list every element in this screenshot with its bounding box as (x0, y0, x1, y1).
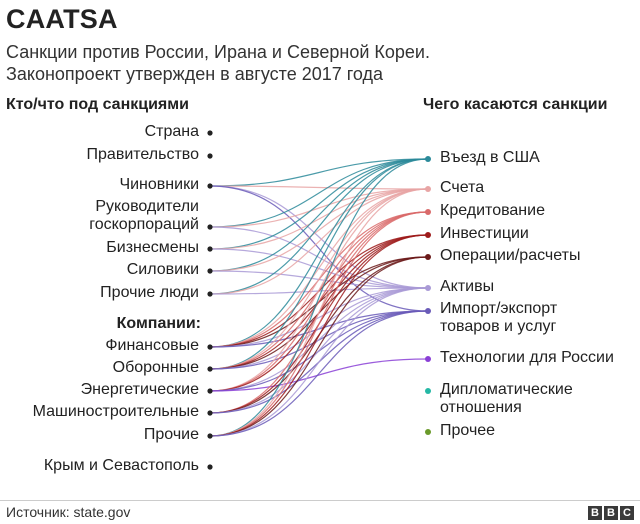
right-node-dot-kreditovanie (425, 209, 431, 215)
right-label-operacii: Операции/расчеты (440, 247, 581, 264)
right-label-kreditovanie: Кредитование (440, 202, 545, 219)
flow-energeticheskie-to-aktivy (209, 287, 429, 392)
bbc-logo: B B C (588, 506, 634, 520)
right-label-vezd: Въезд в США (440, 149, 540, 166)
flow-rukovoditeli-to-vezd (209, 158, 429, 228)
left-label-rukovoditeli: госкорпораций (89, 216, 199, 233)
left-label-krym: Крым и Севастополь (43, 457, 199, 474)
right-node-dot-prochee (425, 429, 431, 435)
left-label-kompanii: Компании: (116, 315, 201, 332)
flow-finansovye-to-vezd (209, 158, 429, 348)
flow-finansovye-to-scheta (209, 188, 429, 348)
left-node-dot-siloviki (207, 268, 213, 274)
left-label-strana: Страна (144, 123, 199, 140)
flow-biznesmeny-to-scheta (209, 188, 429, 250)
left-node-dot-krym (207, 464, 213, 470)
right-node-dot-import (425, 308, 431, 314)
right-node-dot-diplomaticheskie (425, 388, 431, 394)
flow-chinovniki-to-vezd (209, 158, 429, 187)
flow-prochie-to-vezd (209, 158, 429, 437)
right-label-tehnologii: Технологии для России (440, 349, 614, 366)
flow-finansovye-to-aktivy (209, 287, 429, 348)
chart-title: CAATSA (6, 4, 118, 34)
flow-prochie-to-aktivy (209, 287, 429, 437)
right-label-import: товаров и услуг (440, 318, 557, 335)
right-label-diplomaticheskie: Дипломатические (440, 381, 573, 398)
right-node-dot-investicii (425, 232, 431, 238)
bbc-logo-letter: C (620, 506, 634, 520)
left-node-dot-prochie (207, 433, 213, 439)
right-label-investicii: Инвестиции (440, 225, 529, 242)
flow-biznesmeny-to-vezd (209, 158, 429, 250)
right-label-aktivy: Активы (440, 278, 495, 295)
flow-chinovniki-to-scheta (209, 185, 429, 190)
right-label-import: Импорт/экспорт (440, 300, 558, 317)
flow-siloviki-to-vezd (209, 158, 429, 272)
right-node-dot-vezd (425, 156, 431, 162)
flow-oboronnye-to-aktivy (209, 287, 429, 370)
left-label-siloviki: Силовики (126, 261, 199, 278)
flow-prochie-to-import (209, 310, 429, 437)
right-node-dot-tehnologii (425, 356, 431, 362)
flow-prochie-to-investicii (209, 234, 429, 437)
left-node-dot-prochie_lyudi (207, 291, 213, 297)
left-label-oboronnye: Оборонные (112, 359, 199, 376)
flow-mashinostroitelnye-to-aktivy (209, 287, 429, 414)
flow-prochie-to-operacii (209, 256, 429, 437)
bbc-logo-letter: B (588, 506, 602, 520)
left-node-dot-rukovoditeli (207, 224, 213, 230)
left-label-chinovniki: Чиновники (119, 176, 199, 193)
flow-energeticheskie-to-scheta (209, 188, 429, 392)
left-label-prochie: Прочие (143, 426, 199, 443)
right-node-dot-aktivy (425, 285, 431, 291)
left-node-dot-strana (207, 130, 213, 136)
bbc-logo-letter: B (604, 506, 618, 520)
left-node-dot-biznesmeny (207, 246, 213, 252)
left-label-biznesmeny: Бизнесмены (106, 239, 199, 256)
left-node-dot-oboronnye (207, 366, 213, 372)
flow-oboronnye-to-scheta (209, 188, 429, 370)
left-label-energeticheskie: Энергетические (80, 381, 199, 398)
right-label-scheta: Счета (440, 179, 485, 196)
left-label-finansovye: Финансовые (105, 337, 199, 354)
left-node-dot-chinovniki (207, 183, 213, 189)
left-label-prochie_lyudi: Прочие люди (100, 284, 199, 301)
flow-rukovoditeli-to-scheta (209, 188, 429, 228)
flow-prochie-to-kreditovanie (209, 211, 429, 437)
flow-prochie_lyudi-to-scheta (209, 188, 429, 295)
left-node-dot-energeticheskie (207, 388, 213, 394)
right-node-dot-scheta (425, 186, 431, 192)
footer-divider (0, 500, 640, 501)
subtitle-line-1: Санкции против России, Ирана и Северной … (6, 42, 430, 62)
right-label-prochee: Прочее (440, 422, 496, 439)
flow-energeticheskie-to-kreditovanie (209, 211, 429, 392)
left-label-mashinostroitelnye: Машиностроительные (32, 403, 199, 420)
subtitle-line-2: Законопроект утвержден в августе 2017 го… (6, 64, 384, 84)
right-column-header: Чего касаются санкции (423, 96, 608, 113)
source-text: Источник: state.gov (6, 504, 131, 520)
flow-oboronnye-to-vezd (209, 158, 429, 370)
right-label-diplomaticheskie: отношения (440, 399, 522, 416)
left-label-pravitelstvo: Правительство (86, 146, 199, 163)
left-node-dot-mashinostroitelnye (207, 410, 213, 416)
left-node-dot-pravitelstvo (207, 153, 213, 159)
flow-prochie_lyudi-to-vezd (209, 158, 429, 295)
flow-chinovniki-to-aktivy (209, 185, 429, 289)
flow-chinovniki-to-import (209, 185, 429, 312)
flow-siloviki-to-scheta (209, 188, 429, 272)
flow-rukovoditeli-to-aktivy (209, 226, 429, 289)
flow-prochie-to-scheta (209, 188, 429, 437)
left-node-dot-finansovye (207, 344, 213, 350)
left-label-rukovoditeli: Руководители (95, 198, 199, 215)
left-column-header: Кто/что под санкциями (6, 96, 189, 113)
flow-energeticheskie-to-tehnologii (209, 358, 429, 392)
right-node-dot-operacii (425, 254, 431, 260)
